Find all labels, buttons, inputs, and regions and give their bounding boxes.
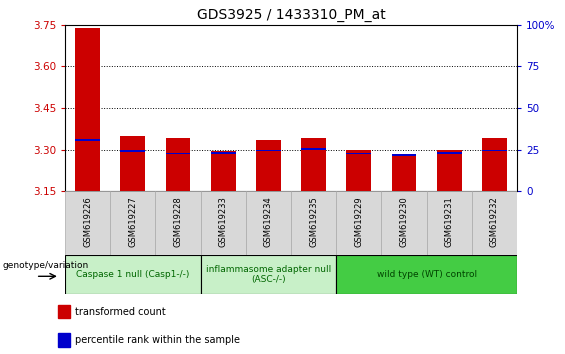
Bar [201, 191, 246, 255]
Text: GSM619229: GSM619229 [354, 196, 363, 247]
Bar [427, 191, 472, 255]
Bar [75, 139, 100, 141]
Text: GSM619234: GSM619234 [264, 196, 273, 247]
Bar [291, 191, 336, 255]
Text: GSM619235: GSM619235 [309, 196, 318, 247]
Bar [110, 191, 155, 255]
Bar [336, 191, 381, 255]
Bar [392, 154, 416, 191]
Text: GSM619233: GSM619233 [219, 196, 228, 247]
Text: wild type (WT) control: wild type (WT) control [376, 270, 477, 279]
Text: GSM619232: GSM619232 [490, 196, 499, 247]
Bar [437, 152, 462, 154]
Text: inflammasome adapter null
(ASC-/-): inflammasome adapter null (ASC-/-) [206, 265, 331, 284]
Bar [392, 154, 416, 156]
Bar [256, 150, 281, 151]
Bar [301, 148, 326, 150]
Bar [120, 136, 145, 191]
Bar [58, 333, 70, 347]
Bar [346, 153, 371, 154]
Text: GSM619230: GSM619230 [399, 196, 408, 247]
Bar [246, 191, 291, 255]
Bar [256, 140, 281, 191]
Bar [482, 150, 507, 151]
Bar [65, 191, 110, 255]
Bar [437, 149, 462, 191]
Text: genotype/variation: genotype/variation [3, 261, 89, 270]
Bar [65, 255, 201, 294]
Title: GDS3925 / 1433310_PM_at: GDS3925 / 1433310_PM_at [197, 8, 385, 22]
Bar [75, 28, 100, 191]
Bar [472, 191, 517, 255]
Bar [381, 191, 427, 255]
Bar [201, 255, 336, 294]
Text: GSM619231: GSM619231 [445, 196, 454, 247]
Bar [301, 138, 326, 191]
Bar [166, 153, 190, 154]
Text: GSM619226: GSM619226 [83, 196, 92, 247]
Bar [120, 150, 145, 152]
Text: GSM619227: GSM619227 [128, 196, 137, 247]
Text: GSM619228: GSM619228 [173, 196, 182, 247]
Bar [336, 255, 517, 294]
Text: percentile rank within the sample: percentile rank within the sample [75, 335, 240, 345]
Bar [166, 138, 190, 191]
Text: transformed count: transformed count [75, 307, 166, 316]
Bar [211, 151, 236, 191]
Bar [211, 152, 236, 154]
Bar [58, 305, 70, 318]
Text: Caspase 1 null (Casp1-/-): Caspase 1 null (Casp1-/-) [76, 270, 189, 279]
Bar [155, 191, 201, 255]
Bar [346, 149, 371, 191]
Bar [482, 138, 507, 191]
